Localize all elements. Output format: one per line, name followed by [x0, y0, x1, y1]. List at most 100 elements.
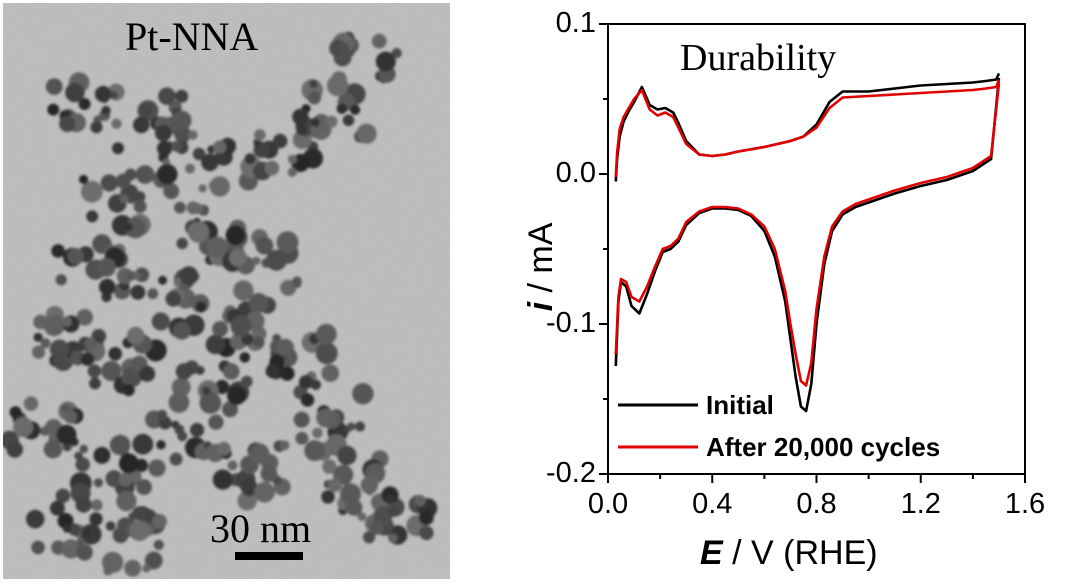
y-tick-label: 0.0 — [555, 157, 596, 189]
nanoparticle — [81, 180, 103, 203]
nanoparticle — [130, 285, 146, 300]
nanoparticle — [122, 384, 135, 397]
nanoparticle — [201, 153, 219, 172]
nanoparticle — [300, 393, 315, 407]
nanoparticle — [315, 342, 338, 365]
nanoparticle — [310, 117, 320, 128]
nanoparticle — [272, 133, 288, 149]
nanoparticle — [172, 321, 191, 340]
nanoparticle — [81, 523, 102, 545]
nanoparticle — [360, 476, 379, 494]
nanoparticle — [96, 257, 116, 277]
nanoparticle — [255, 236, 274, 255]
nanoparticle — [105, 470, 123, 488]
nanoparticle — [93, 478, 103, 488]
nanoparticle — [174, 201, 186, 214]
nanoparticle — [63, 410, 78, 424]
nanoparticle — [79, 444, 88, 454]
nanoparticle — [129, 520, 150, 541]
nanoparticle — [163, 183, 180, 200]
nanoparticle — [169, 452, 183, 466]
nanoparticle — [118, 473, 133, 487]
x-tick-label: 0.0 — [587, 488, 629, 520]
nanoparticle — [87, 364, 102, 378]
legend-label-initial: Initial — [706, 390, 774, 420]
nanoparticle — [45, 78, 63, 95]
nanoparticle — [153, 539, 164, 551]
nanoparticle — [237, 491, 257, 511]
nanoparticle — [89, 512, 103, 526]
nanoparticle — [175, 89, 189, 103]
nanoparticle — [339, 483, 362, 505]
nanoparticle — [350, 104, 361, 115]
nanoparticle — [158, 275, 168, 285]
nanoparticle — [101, 360, 122, 382]
nanoparticle — [101, 105, 111, 116]
y-axis-unit: / mA — [522, 222, 560, 302]
nanoparticle — [51, 244, 65, 258]
nanoparticle — [215, 379, 230, 395]
nanoparticle — [49, 339, 70, 359]
nanoparticle — [102, 551, 124, 574]
nanoparticle — [185, 163, 195, 174]
nanoparticle — [233, 280, 254, 301]
nanoparticle — [116, 267, 133, 284]
nanoparticle — [375, 51, 396, 72]
nanoparticle — [80, 352, 95, 366]
nanoparticle — [139, 365, 156, 382]
nanoparticle — [253, 336, 265, 348]
nanoparticle — [342, 114, 355, 127]
nanoparticle — [188, 221, 210, 243]
nanoparticle — [67, 248, 84, 265]
legend-label-after: After 20,000 cycles — [706, 432, 941, 462]
nanoparticle — [315, 323, 337, 345]
nanoparticle — [310, 379, 322, 391]
nanoparticle — [316, 408, 336, 428]
nanoparticle — [118, 453, 139, 474]
nanoparticle — [336, 42, 350, 56]
nanoparticle — [84, 337, 98, 351]
nanoparticle — [362, 531, 376, 544]
nanoparticle — [142, 564, 151, 573]
nanoparticle — [91, 499, 103, 511]
nanoparticle — [337, 445, 357, 466]
nanoparticle — [75, 457, 90, 472]
y-axis-symbol: i — [522, 301, 560, 312]
nanoparticle — [177, 431, 188, 442]
nanoparticle — [13, 416, 34, 438]
nanoparticle — [205, 334, 226, 355]
nanoparticle — [76, 544, 93, 561]
nanoparticle — [293, 411, 310, 428]
nanoparticle — [136, 479, 153, 496]
nanoparticle — [124, 559, 142, 577]
nanoparticle — [280, 366, 295, 381]
nanoparticle — [124, 168, 137, 181]
y-tick-label: -0.2 — [546, 457, 596, 489]
nanoparticle — [108, 347, 122, 361]
y-axis-label: i / mA — [522, 207, 561, 327]
series-line-after-cycles-cathodic — [614, 83, 1001, 387]
nanoparticle — [241, 333, 254, 346]
nanoparticle — [419, 525, 434, 541]
nanoparticle — [192, 147, 206, 161]
nanoparticle — [292, 108, 309, 126]
nanoparticle — [225, 225, 246, 246]
nanoparticle — [55, 274, 67, 286]
nanoparticle — [304, 440, 326, 462]
nanoparticle — [216, 441, 231, 456]
nanoparticle — [240, 479, 258, 497]
nanoparticle — [188, 130, 198, 140]
nanoparticle — [222, 401, 239, 418]
nanoparticle — [322, 459, 337, 474]
nanoparticle — [336, 103, 348, 114]
nanoparticle — [279, 440, 290, 451]
nanoparticle — [298, 375, 313, 390]
nanoparticle — [296, 124, 307, 136]
nanoparticle — [356, 123, 377, 144]
nanoparticle — [133, 116, 150, 134]
nanoparticle — [25, 509, 45, 529]
nanoparticle — [155, 124, 172, 142]
nanoparticle — [144, 551, 163, 570]
nanoparticle — [126, 326, 145, 345]
nanoparticle — [148, 459, 166, 477]
